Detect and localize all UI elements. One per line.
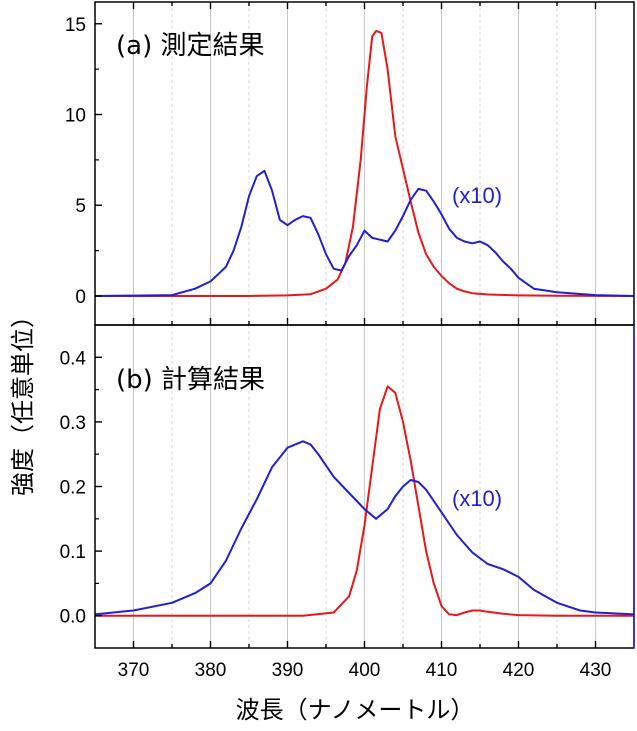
panel-a-series-red-line xyxy=(95,30,635,297)
series-layer xyxy=(94,30,635,617)
tick-labels: 0 5 10 15 0.0 0.1 0.2 0.3 0.4 370 380 390 400 410 420 4… xyxy=(60,15,612,681)
y-tick-label: 0.3 xyxy=(60,413,86,434)
panel-b-series-blue-line xyxy=(94,440,635,616)
y-tick-label: 0 xyxy=(75,287,86,308)
panel-b-title: (b) 計算結果 xyxy=(116,365,265,395)
panel-a-series-blue-line xyxy=(94,169,635,297)
x-tick-label: 380 xyxy=(195,660,227,681)
panel-b-series-red-line xyxy=(95,385,634,617)
y-tick-label: 5 xyxy=(75,196,86,217)
panel-a-scale-note: (x10) xyxy=(452,183,502,208)
y-tick-label: 10 xyxy=(65,106,86,127)
y-tick-label: 0.2 xyxy=(60,478,86,499)
y-tick-label: 15 xyxy=(65,15,86,36)
vertical-gridlines xyxy=(133,2,596,648)
x-axis-title: 波長（ナノメートル） xyxy=(236,696,475,724)
tick-marks xyxy=(95,2,597,648)
y-tick-label: 0.4 xyxy=(60,348,87,369)
y-tick-label: 0.1 xyxy=(60,542,86,563)
y-axis-title: 強度（任意単位） xyxy=(9,304,37,496)
x-tick-label: 390 xyxy=(272,660,304,681)
x-tick-label: 410 xyxy=(426,660,458,681)
panel-b-scale-note: (x10) xyxy=(452,486,502,511)
x-tick-label: 400 xyxy=(349,660,381,681)
x-tick-label: 370 xyxy=(118,660,150,681)
y-tick-label: 0.0 xyxy=(60,607,86,628)
x-tick-label: 430 xyxy=(580,660,612,681)
x-tick-label: 420 xyxy=(503,660,535,681)
panel-a-title: (a) 測定結果 xyxy=(116,31,265,61)
